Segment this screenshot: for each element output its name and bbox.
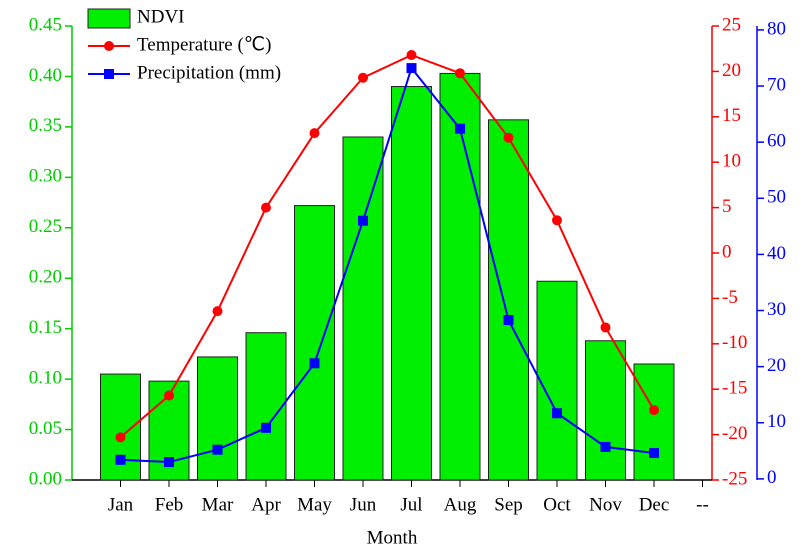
bar [585,340,626,481]
marker [649,448,659,459]
x-tick-label: Oct [543,494,571,515]
marker [406,50,417,61]
y-tick-label: 70 [767,74,786,95]
marker [358,72,368,83]
marker [261,202,271,213]
x-tick-label: Sep [494,494,523,515]
marker [164,457,174,468]
bar [439,72,481,481]
marker [212,306,223,317]
bar [633,363,675,481]
y-tick-label: 60 [767,131,786,152]
legend-label: NDVI [137,6,185,27]
y-tick-label: 5 [722,196,732,217]
x-tick-label: May [297,494,332,515]
x-tick-label: Nov [589,494,622,515]
marker [503,132,514,143]
y-tick-label: -10 [722,332,747,353]
marker [261,422,271,433]
y-tick-label: 0.20 [29,267,62,288]
y-tick-label: 0.40 [29,65,62,86]
y-tick-label: 40 [767,243,786,264]
legend-marker [104,69,114,79]
x-tick-label: Feb [155,494,184,515]
y-tick-label: 80 [767,18,786,39]
x-tick-label: -- [696,494,709,515]
y-tick-label: -5 [722,287,738,308]
bar [391,86,432,481]
y-tick-label: 0 [722,241,732,262]
marker [309,128,320,139]
x-tick-label: Aug [444,494,477,515]
legend-label: Precipitation (mm) [137,62,281,83]
marker [600,441,611,452]
bar [197,356,238,481]
x-tick-label: Mar [202,494,234,515]
y-tick-label: 0.10 [29,367,62,388]
marker [600,322,611,333]
y-tick-label: 0 [767,467,777,488]
bar [294,205,335,481]
y-tick-label: 0.35 [29,115,62,136]
y-tick-label: 20 [767,355,786,376]
y-tick-label: -25 [722,468,747,489]
y-tick-label: 20 [722,60,741,81]
y-tick-label: 15 [722,105,741,126]
y-tick-label: -20 [722,423,747,444]
marker [358,215,368,226]
y-tick-label: 0.15 [29,317,62,338]
marker [164,390,174,401]
bar [245,332,287,481]
marker [649,405,659,416]
marker [455,123,465,134]
marker [503,315,514,326]
x-tick-label: Apr [251,494,281,515]
y-tick-label: 0.25 [29,216,62,237]
marker [406,63,417,74]
x-axis-title: Month [367,527,418,548]
y-tick-label: 0.00 [29,468,62,489]
legend-marker [104,41,114,51]
y-tick-label: 30 [767,299,786,320]
y-tick-label: 10 [722,151,741,172]
x-tick-label: Jun [350,494,377,515]
legend-swatch [87,8,131,29]
marker [309,358,320,369]
marker [115,432,126,443]
y-tick-label: 0.30 [29,166,62,187]
marker [455,68,465,79]
y-tick-label: 25 [722,14,741,35]
y-tick-label: 0.45 [29,14,62,35]
legend-label: Temperature (℃) [137,34,271,55]
marker [212,444,223,455]
marker [552,408,562,419]
bar [342,136,384,481]
bar [536,280,578,481]
y-tick-label: -15 [722,378,747,399]
x-tick-label: Dec [639,494,670,515]
y-tick-label: 0.05 [29,418,62,439]
x-tick-label: Jul [400,494,422,515]
bar [488,119,529,481]
line [119,53,655,439]
y-tick-label: 10 [767,411,786,432]
x-tick-label: Jan [108,494,134,515]
marker [115,454,126,465]
y-tick-label: 50 [767,187,786,208]
marker [552,215,562,226]
line [120,66,655,464]
